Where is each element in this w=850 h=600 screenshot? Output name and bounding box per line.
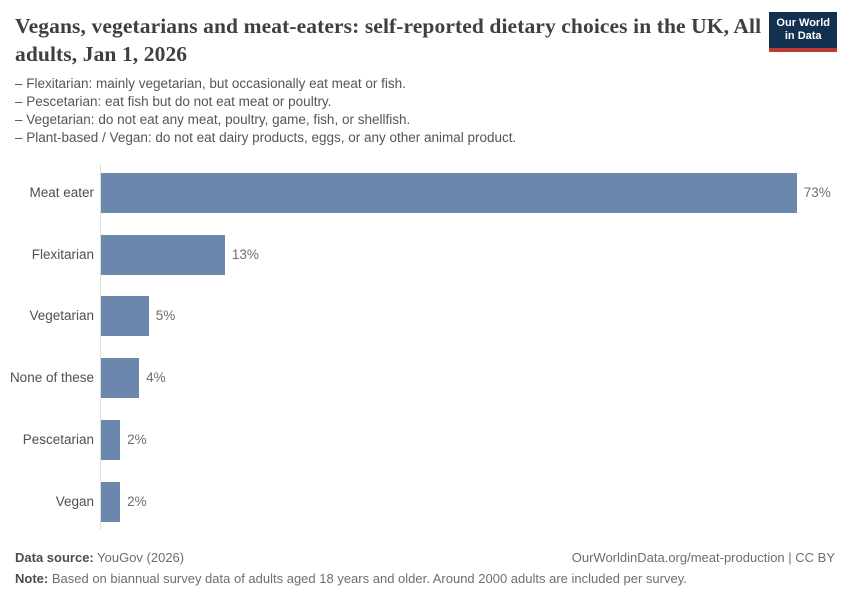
category-label: Pescetarian [22,432,94,447]
y-axis-line [100,164,101,530]
category-label: Meat eater [29,185,94,200]
bar-chart: Meat eater 73% Flexitarian 13% Vegetarian 5% N… [0,152,850,534]
subtitle-line-pescetarian: – Pescetarian: eat fish but do not eat m… [15,94,332,109]
category-label: Vegan [55,494,94,509]
data-source-label: Data source: [15,550,94,565]
value-label: 2% [127,494,147,509]
chart-title: Vegans, vegetarians and meat-eaters: sel… [15,14,762,66]
footer-note: Note: Based on biannual survey data of a… [15,568,835,589]
bar-row: Meat eater 73% [0,173,850,213]
subtitle-line-vegan: – Plant-based / Vegan: do not eat dairy … [15,130,517,145]
category-label: None of these [9,370,94,385]
owid-logo-line1: Our World [776,17,830,29]
citation-link[interactable]: OurWorldinData.org/meat-production | CC … [571,550,835,565]
value-label: 5% [155,308,176,323]
data-source: Data source: YouGov (2026) [15,547,184,568]
value-label: 13% [231,247,259,262]
subtitle-line-vegetarian: – Vegetarian: do not eat any meat, poult… [15,112,411,127]
category-label: Vegetarian [29,308,94,323]
bar[interactable] [101,420,121,460]
bar-row: Pescetarian 2% [0,420,850,460]
bar[interactable] [101,358,140,398]
bar-row: None of these 4% [0,358,850,398]
bar-row: Vegetarian 5% [0,296,850,336]
data-source-value: YouGov (2026) [97,550,185,565]
bar[interactable] [101,296,149,336]
footer-line1: Data source: YouGov (2026) OurWorldinDat… [15,547,835,568]
chart-subtitle: – Flexitarian: mainly vegetarian, but oc… [15,75,805,147]
subtitle-line-flexitarian: – Flexitarian: mainly vegetarian, but oc… [15,76,406,91]
bar-row: Flexitarian 13% [0,235,850,275]
category-label: Flexitarian [31,247,94,262]
owid-logo[interactable]: Our World in Data [769,12,837,52]
value-label: 73% [803,185,831,200]
chart-footer: Data source: YouGov (2026) OurWorldinDat… [15,547,835,589]
bar[interactable] [101,173,797,213]
bar[interactable] [101,482,121,522]
note-value: Based on biannual survey data of adults … [51,571,687,586]
value-label: 4% [146,370,166,385]
value-label: 2% [127,432,147,447]
note-label: Note: [15,571,49,586]
bar-row: Vegan 2% [0,482,850,522]
bar[interactable] [101,235,225,275]
owid-logo-line2: in Data [784,30,822,42]
